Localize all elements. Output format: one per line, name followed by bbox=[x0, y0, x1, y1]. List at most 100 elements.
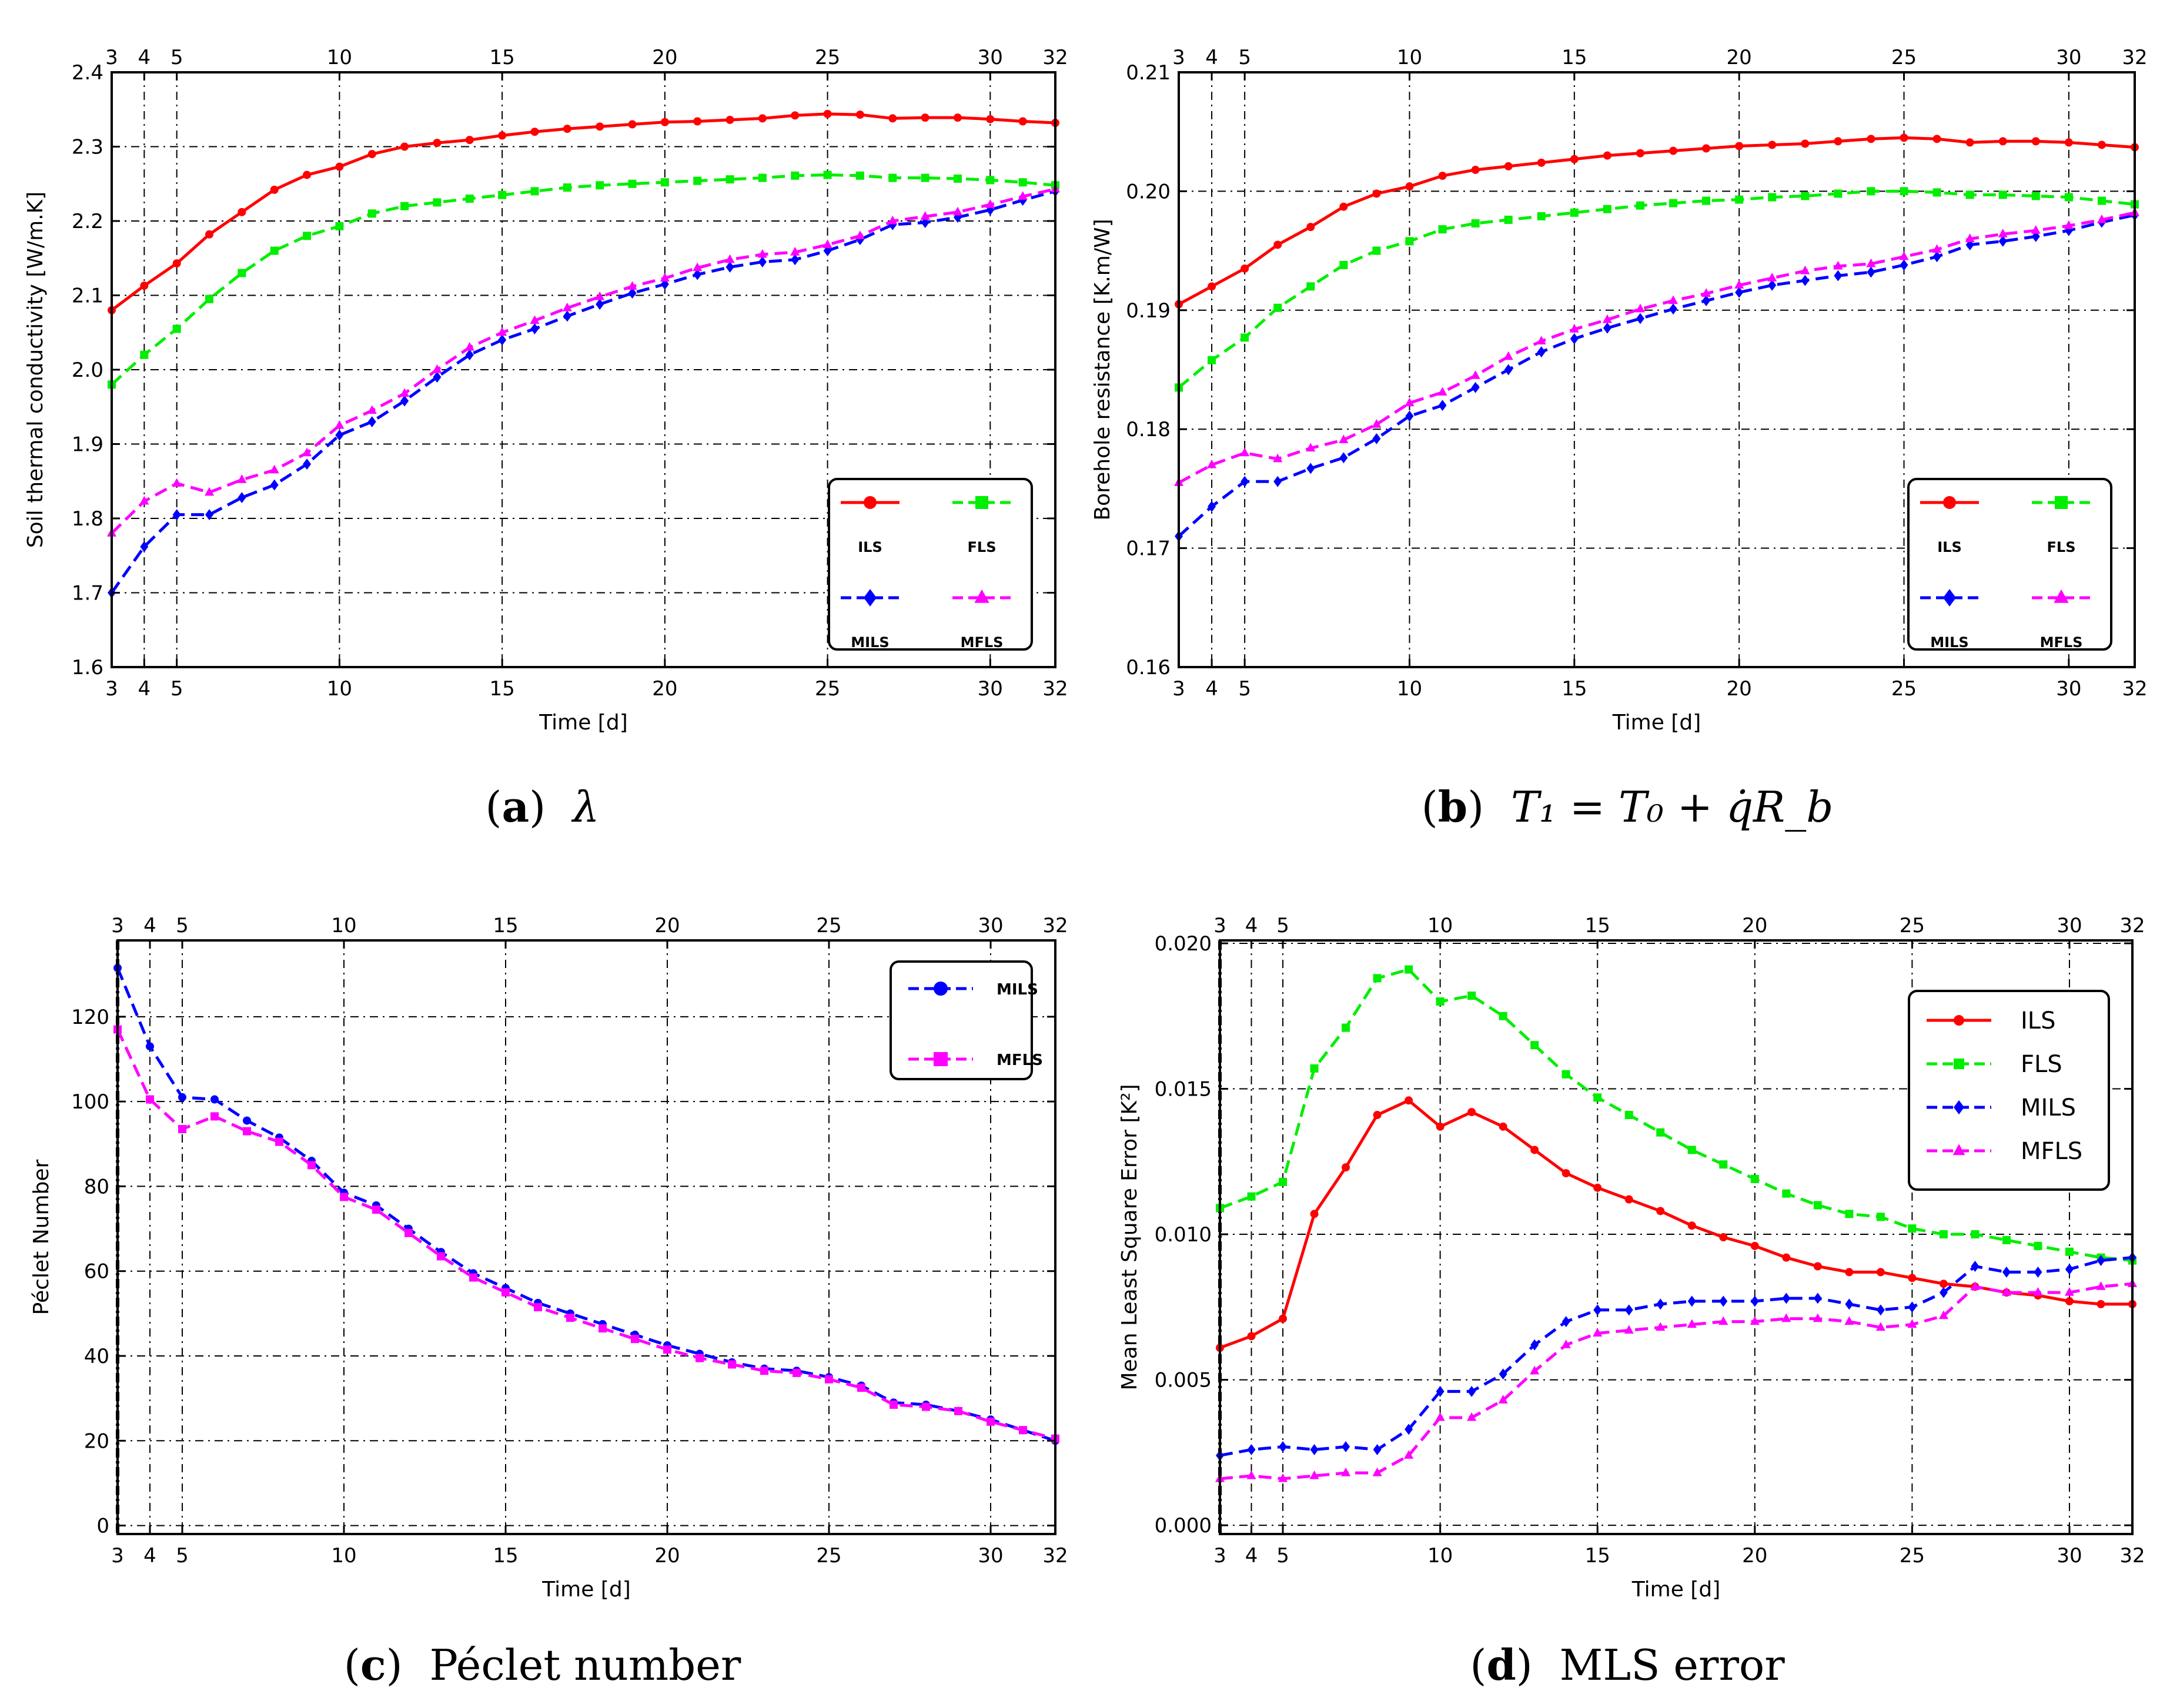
chart-a-series-mfls-point-23 bbox=[855, 230, 865, 239]
chart-c-xtick-label-top-2: 5 bbox=[176, 914, 189, 937]
chart-a-series-ils-point-22 bbox=[823, 109, 832, 118]
chart-a-series-mfls-line bbox=[111, 187, 1056, 535]
chart-b-xtick-label-bottom-3: 10 bbox=[1397, 677, 1422, 701]
caption-d: (d) MLS error bbox=[1470, 1640, 1785, 1690]
chart-a-series-ils-point-14 bbox=[563, 125, 571, 133]
chart-c: 3344551010151520202525303032320204060801… bbox=[29, 914, 1068, 1602]
chart-d-series-mils-point-7 bbox=[1436, 1385, 1445, 1397]
chart-b-series-mfls-point-3 bbox=[1273, 453, 1283, 463]
chart-b-ticks: 3344551010151520202525303032320.160.170.… bbox=[1126, 46, 2147, 701]
chart-b-series-mfls-point-13 bbox=[1602, 314, 1612, 323]
chart-d-xtick-label-bottom-1: 4 bbox=[1245, 1544, 1258, 1568]
chart-b-series-fls-point-12 bbox=[1570, 208, 1579, 217]
chart-c-series-mfls-point-26 bbox=[954, 1406, 962, 1415]
chart-d-series-fls-point-16 bbox=[1719, 1160, 1728, 1169]
chart-a-ticks: 3344551010151520202525303032321.61.71.81… bbox=[72, 46, 1068, 701]
chart-d-series-fls-point-1 bbox=[1247, 1192, 1256, 1201]
chart-a-legend-fls-label: FLS bbox=[968, 539, 997, 555]
chart-d-series-mfls-point-14 bbox=[1656, 1322, 1666, 1331]
chart-b-ytick-label-3: 0.19 bbox=[1126, 299, 1171, 323]
chart-a-series-mfls-point-26 bbox=[952, 206, 963, 216]
chart-a-series-fls-point-2 bbox=[172, 324, 181, 333]
chart-b-series-ils-point-7 bbox=[1405, 182, 1414, 191]
chart-b-series-mils-point-2 bbox=[1241, 475, 1249, 487]
chart-b-series-mfls-point-9 bbox=[1470, 370, 1480, 379]
chart-d-series-fls-point-11 bbox=[1562, 1070, 1570, 1079]
chart-a-series-fls-point-12 bbox=[498, 190, 507, 199]
chart-b-xtick-label-top-6: 25 bbox=[1891, 46, 1917, 69]
chart-b-series-ils-point-18 bbox=[1768, 140, 1777, 149]
chart-d-series-mfls-point-2 bbox=[1278, 1473, 1288, 1482]
chart-a-series-mfls-point-17 bbox=[660, 273, 670, 282]
chart-a-series-mils-point-8 bbox=[367, 416, 376, 427]
chart-c-series-mils-line bbox=[116, 967, 1056, 1442]
chart-c-x-axis-label: Time [d] bbox=[541, 1578, 631, 1602]
chart-a-series-ils-point-11 bbox=[465, 136, 474, 145]
panel-c-peclet-number: 3 3 4 4 5 5 10 10 15 15 20 20 25 25 30 30 32 32 0 20 40 60 80 1… bbox=[0, 870, 1085, 1634]
chart-a-legend-mfls-label: MFLS bbox=[961, 634, 1004, 651]
chart-d-legend-box bbox=[1908, 990, 2110, 1191]
chart-a-series-mils-point-6 bbox=[303, 458, 312, 470]
chart-c-series-mfls-point-22 bbox=[825, 1375, 833, 1384]
chart-b-series-ils-point-15 bbox=[1669, 146, 1678, 155]
chart-d-series-ils-point-14 bbox=[1656, 1207, 1665, 1215]
chart-b-series bbox=[1173, 133, 2140, 542]
caption-a: (a) λ bbox=[485, 782, 600, 832]
chart-a-series-fls-point-9 bbox=[400, 202, 409, 210]
panel-a-thermal-conductivity: 3 3 4 4 5 5 10 10 15 15 20 20 25 25 30 30 32 32 1.6 1.7 1.8 1… bbox=[0, 0, 1085, 746]
chart-d-xtick-label-top-5: 20 bbox=[1742, 914, 1767, 937]
chart-c-y-axis-label: Péclet Number bbox=[29, 1159, 54, 1315]
chart-c-xtick-label-top-0: 3 bbox=[111, 914, 124, 937]
chart-d-ytick-label-1: 0.005 bbox=[1155, 1369, 1212, 1392]
chart-c-legend-mfls-marker bbox=[934, 1052, 948, 1066]
chart-a-series-ils-point-13 bbox=[530, 128, 539, 136]
chart-d-series-ils-point-27 bbox=[2065, 1297, 2074, 1305]
chart-d-xtick-label-top-1: 4 bbox=[1245, 914, 1258, 937]
chart-a-series-mils-point-20 bbox=[758, 256, 767, 268]
chart-b-series-mils-point-16 bbox=[1702, 295, 1711, 307]
chart-b-series-ils-point-8 bbox=[1438, 172, 1447, 180]
chart-b-series-ils-point-5 bbox=[1339, 202, 1348, 211]
chart-b-xtick-label-top-7: 30 bbox=[2056, 46, 2081, 69]
chart-b-series-mils-point-4 bbox=[1306, 463, 1315, 474]
chart-b-series-mfls-point-14 bbox=[1635, 303, 1646, 313]
chart-c-series-mfls-point-10 bbox=[437, 1252, 445, 1261]
chart-b-series-mils-line bbox=[1178, 213, 2135, 538]
chart-c-ytick-label-2: 40 bbox=[84, 1345, 109, 1368]
chart-b-ytick-label-2: 0.18 bbox=[1126, 418, 1171, 441]
chart-b-x-axis-label: Time [d] bbox=[1612, 711, 1701, 735]
chart-a-series-fls-point-27 bbox=[986, 176, 995, 185]
chart-a-xtick-label-top-6: 25 bbox=[815, 46, 840, 69]
chart-d-series-fls-point-20 bbox=[1845, 1210, 1854, 1218]
chart-d-series-mils-point-22 bbox=[1908, 1301, 1917, 1313]
chart-a-series-mils-point-21 bbox=[791, 254, 800, 266]
chart-d-series-ils-point-10 bbox=[1530, 1146, 1539, 1154]
chart-a-legend-mils-label: MILS bbox=[851, 634, 889, 651]
chart-b-series-fls-point-27 bbox=[2064, 193, 2073, 202]
chart-b-series-fls-point-6 bbox=[1372, 246, 1381, 255]
chart-c-series-mfls-point-17 bbox=[663, 1345, 671, 1354]
chart-d-ytick-label-0: 0.000 bbox=[1155, 1514, 1212, 1538]
chart-d-series-mfls-point-8 bbox=[1467, 1412, 1477, 1421]
chart-d-series-ils-point-8 bbox=[1467, 1108, 1476, 1117]
chart-a-series-mfls-point-24 bbox=[888, 215, 898, 225]
chart-a-xtick-label-top-5: 20 bbox=[652, 46, 677, 69]
chart-b-series-mfls-point-11 bbox=[1536, 336, 1546, 345]
chart-d-series-mfls-point-10 bbox=[1530, 1365, 1540, 1375]
chart-d-series-ils-point-6 bbox=[1405, 1096, 1413, 1105]
caption-d-letter: d bbox=[1486, 1640, 1516, 1690]
caption-c-letter: c bbox=[360, 1640, 386, 1690]
chart-a-series-ils-point-7 bbox=[335, 162, 344, 171]
chart-d-series-mfls-point-22 bbox=[1907, 1319, 1917, 1328]
chart-b-legend-mils-label: MILS bbox=[1930, 634, 1968, 651]
chart-d-series-fls-point-23 bbox=[1939, 1230, 1948, 1239]
chart-d-xtick-label-bottom-2: 5 bbox=[1276, 1544, 1289, 1568]
chart-a-xtick-label-bottom-2: 5 bbox=[170, 677, 183, 701]
chart-a-series-ils-point-5 bbox=[270, 185, 279, 194]
chart-d-series-fls-point-25 bbox=[2002, 1235, 2011, 1244]
chart-b-series-ils-point-13 bbox=[1603, 151, 1611, 160]
chart-b-series-ils-point-3 bbox=[1273, 240, 1282, 249]
chart-d-series-fls-point-15 bbox=[1687, 1146, 1696, 1154]
chart-a-series-mfls-point-2 bbox=[172, 478, 182, 487]
chart-d-series-mils-point-8 bbox=[1467, 1385, 1476, 1397]
